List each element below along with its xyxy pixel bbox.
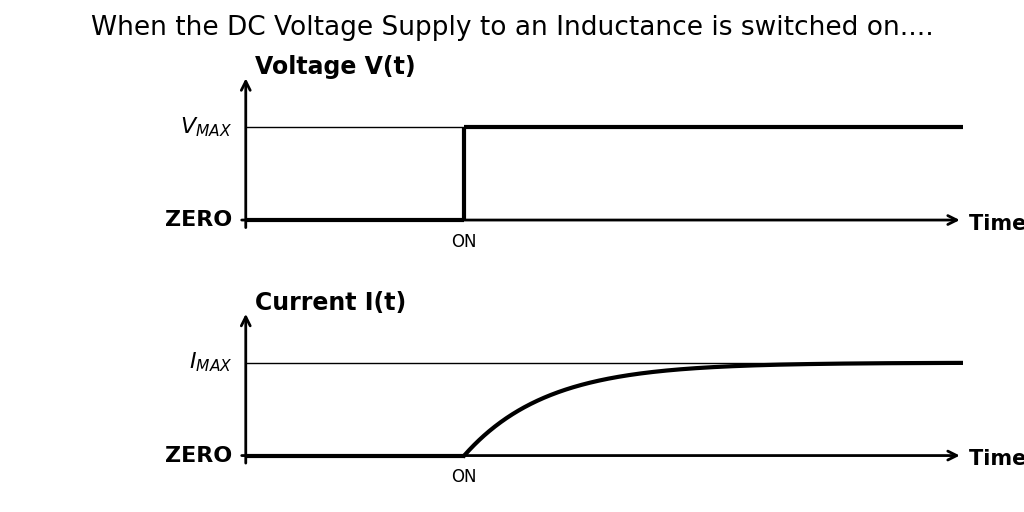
Text: ZERO: ZERO [165,445,232,465]
Text: ON: ON [452,233,477,251]
Text: ZERO: ZERO [165,210,232,230]
Text: Voltage V(t): Voltage V(t) [255,55,416,79]
Text: ON: ON [452,468,477,486]
Text: When the DC Voltage Supply to an Inductance is switched on....: When the DC Voltage Supply to an Inducta… [91,15,933,41]
Text: $V_{MAX}$: $V_{MAX}$ [180,115,232,139]
Text: $I_{MAX}$: $I_{MAX}$ [188,351,232,374]
Text: Time (t): Time (t) [970,450,1024,470]
Text: Time (t): Time (t) [970,214,1024,234]
Text: Current I(t): Current I(t) [255,291,407,315]
